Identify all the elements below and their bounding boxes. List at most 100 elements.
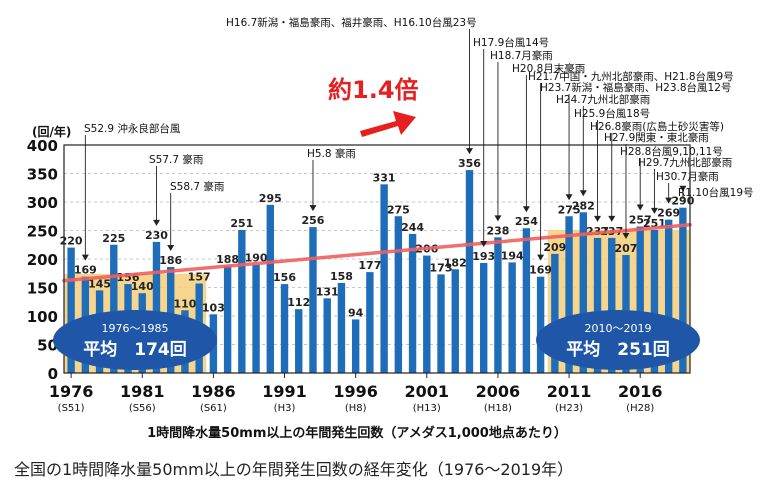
event-annotation: H5.8 豪雨: [307, 147, 356, 212]
average-value-label: 平均 174回: [83, 339, 187, 360]
x-tick-era-label: (H18): [484, 403, 512, 414]
annotation-label: R1.10台風19号: [678, 186, 754, 199]
event-annotation: H29.7九州北部豪雨: [638, 156, 732, 214]
x-tick-era-label: (H13): [413, 403, 441, 414]
bar: [423, 255, 431, 373]
x-tick-label: 1976: [49, 382, 94, 401]
annotation-arrowhead-icon: [579, 190, 587, 197]
event-annotation: H18.7月豪雨: [490, 49, 553, 222]
annotation-label: H24.7九州北部豪雨: [556, 93, 650, 106]
bar-value-label: 282: [572, 199, 595, 212]
bar-value-label: 173: [430, 261, 453, 274]
bar-value-label: 182: [444, 256, 467, 269]
event-annotation: H23.7新潟・福島豪雨、H23.8台風12号: [540, 81, 731, 201]
y-tick-label: 250: [27, 223, 58, 241]
annotation-label: H30.7月豪雨: [656, 170, 719, 183]
annotation-label: S58.7 豪雨: [170, 180, 224, 193]
bar-value-label: 269: [657, 207, 680, 220]
x-tick-label: 1981: [120, 382, 165, 401]
x-tick-era-label: (H8): [345, 403, 367, 414]
average-period-label: 1976〜1985: [102, 322, 169, 335]
trend-line: [62, 223, 692, 283]
x-tick-label: 1996: [333, 382, 378, 401]
bar-value-label: 186: [159, 254, 182, 267]
bar: [309, 227, 317, 373]
x-tick-era-label: (H23): [555, 403, 583, 414]
bar-value-label: 251: [230, 217, 253, 230]
bar-value-label: 244: [401, 221, 424, 234]
bar: [280, 284, 289, 373]
annotation-label: H29.7九州北部豪雨: [638, 156, 732, 169]
average-period-label: 2010〜2019: [585, 322, 652, 335]
bar: [551, 253, 559, 373]
bar-value-label: 331: [373, 171, 396, 184]
annotation-arrowhead-icon: [636, 204, 644, 211]
annotation-arrowhead-icon: [608, 215, 616, 222]
annotation-arrowhead-icon: [152, 219, 160, 226]
x-axis-label: 1時間降水量50mm以上の年間発生回数（アメダス1,000地点あたり）: [147, 425, 567, 441]
trend-multiplier-label: 約1.4倍: [328, 76, 419, 104]
annotation-arrowhead-icon: [81, 254, 89, 261]
bar-value-label: 158: [330, 270, 353, 283]
bar: [565, 216, 573, 373]
annotation-label: S57.7 豪雨: [149, 153, 203, 166]
event-annotation: H26.8豪雨(広島土砂災害等): [590, 120, 724, 222]
bar-value-label: 295: [259, 192, 282, 205]
plot-frame: [63, 144, 691, 374]
bar: [266, 204, 274, 373]
average-late-oval: 2010〜2019 平均 251回: [536, 310, 700, 370]
bar-value-label: 256: [301, 214, 324, 227]
bar-value-label: 220: [60, 235, 83, 248]
annotation-arrowhead-icon: [650, 207, 658, 214]
bar: [679, 207, 687, 373]
bar-value-label: 209: [543, 241, 566, 254]
annotation-label: H17.9台風14号: [473, 36, 549, 49]
annotation-label: H28.8台風9,10,11号: [620, 145, 723, 158]
bar-value-label: 188: [216, 253, 239, 266]
x-tick-label: 1991: [262, 382, 307, 401]
annotation-label: H5.8 豪雨: [307, 147, 356, 160]
bar-value-label: 275: [387, 203, 410, 216]
bar: [394, 216, 403, 373]
event-annotation: H17.9台風14号: [473, 36, 549, 247]
bar-value-label: 177: [358, 259, 381, 272]
bar: [238, 229, 246, 373]
annotation-arrowhead-icon: [665, 197, 673, 204]
y-tick-label: 200: [27, 251, 58, 269]
event-annotation: H25.9台風18号: [574, 107, 650, 222]
annotation-label: H23.7新潟・福島豪雨、H23.8台風12号: [540, 81, 731, 94]
bar-value-label: 238: [486, 224, 509, 237]
x-tick-label: 2011: [547, 382, 592, 401]
bar-value-label: 157: [188, 271, 211, 284]
annotation-label: H27.9関東・東北豪雨: [604, 131, 709, 144]
bar-value-label: 193: [472, 250, 495, 263]
bar: [408, 233, 417, 373]
average-early-oval: 1976〜1985 平均 174回: [53, 310, 217, 370]
bar-value-label: 257: [629, 214, 652, 227]
bar: [593, 237, 602, 373]
bar: [664, 219, 673, 373]
annotation-label: H25.9台風18号: [574, 107, 650, 120]
y-tick-label: 300: [27, 194, 58, 212]
bar-value-label: 94: [348, 306, 364, 319]
event-annotation: H24.7九州北部豪雨: [556, 93, 650, 197]
average-oval: [536, 310, 700, 370]
y-tick-label: 400: [27, 137, 58, 155]
annotation-arrowhead-icon: [494, 215, 502, 222]
x-tick-label: 2016: [618, 382, 663, 401]
event-annotation: H28.8台風9,10,11号: [620, 145, 723, 211]
bar-value-label: 356: [458, 157, 481, 170]
y-axis-label: (回/年): [32, 124, 71, 139]
x-tick-era-label: (S61): [200, 403, 227, 414]
annotation-arrowhead-icon: [565, 194, 573, 201]
bar-value-label: 169: [529, 264, 552, 277]
bar-value-label: 290: [671, 195, 694, 208]
bar: [351, 319, 360, 373]
y-tick-label: 100: [27, 308, 58, 326]
annotation-label: H20.8月末豪雨: [512, 62, 585, 75]
annotation-arrowhead-icon: [537, 254, 545, 261]
x-tick-era-label: (H28): [626, 403, 654, 414]
bar-value-label: 145: [88, 277, 111, 290]
bar-value-label: 254: [515, 215, 538, 228]
